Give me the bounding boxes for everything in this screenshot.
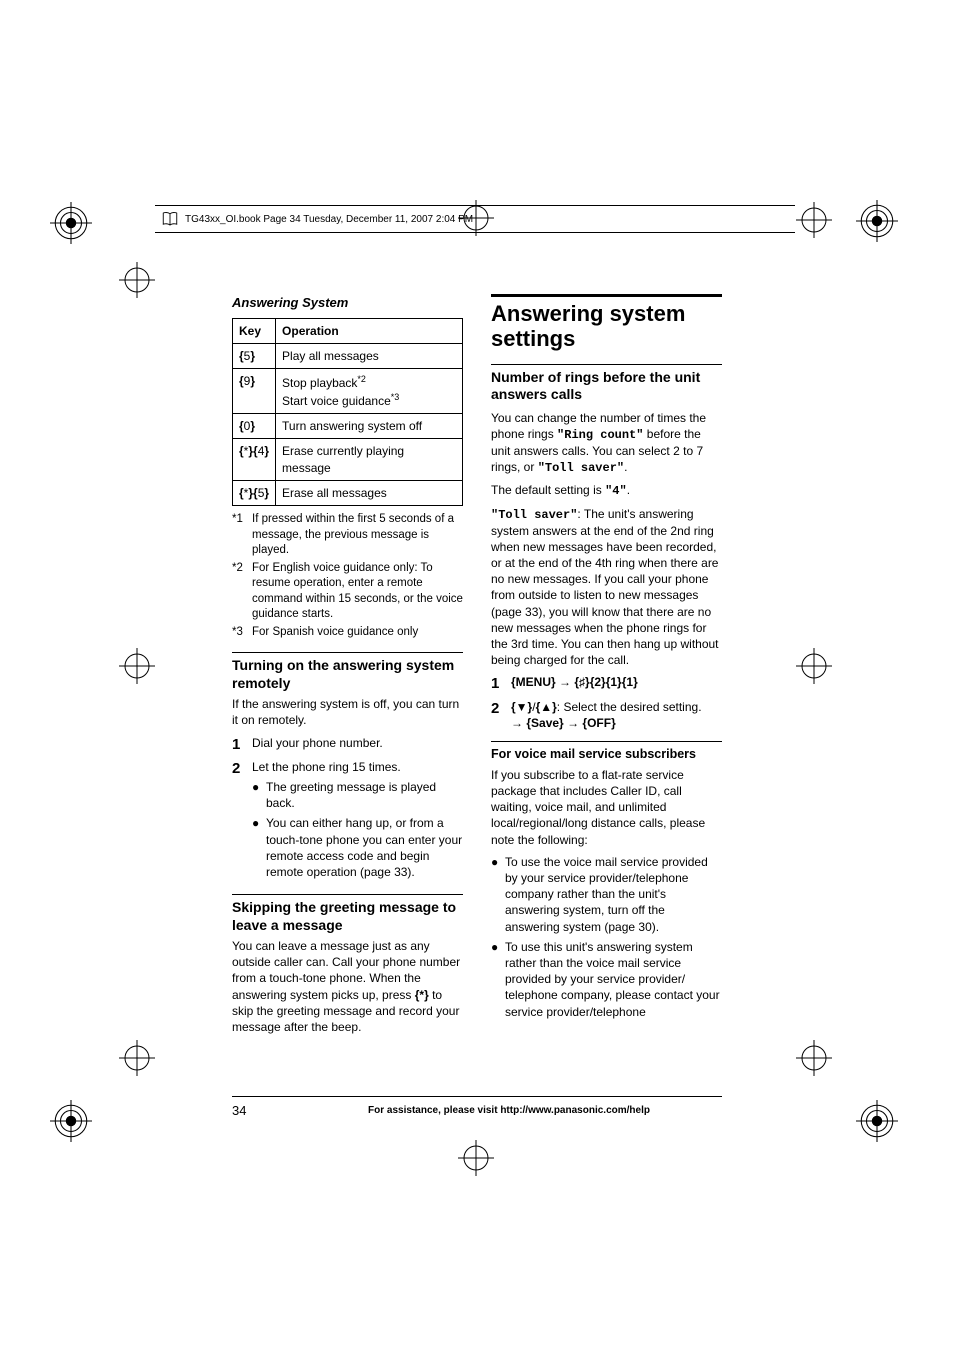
bullet-body: To use the voice mail service provided b…: [505, 854, 722, 935]
table-key-cell: {0}: [233, 414, 276, 439]
footnote-label: *1: [232, 512, 252, 559]
reg-mark-icon: [856, 200, 898, 242]
step-number: 1: [491, 674, 511, 694]
crosshair-icon: [796, 1040, 832, 1076]
bullet-icon: ●: [252, 779, 266, 811]
step-number: 1: [232, 735, 252, 755]
table-op-cell: Erase all messages: [276, 480, 463, 505]
bullet-body: The greeting message is played back.: [266, 779, 463, 811]
table-key-cell: {*}{5}: [233, 480, 276, 505]
num-rings-heading: Number of rings before the unit answers …: [491, 369, 722, 404]
bullet-icon: ●: [491, 939, 505, 1020]
bullet-body: You can either hang up, or from a touch-…: [266, 815, 463, 880]
page-header: TG43xx_OI.book Page 34 Tuesday, December…: [155, 205, 795, 245]
crosshair-icon: [458, 1140, 494, 1176]
page-number: 34: [232, 1103, 278, 1118]
crosshair-icon: [796, 202, 832, 238]
section-label: Answering System: [232, 294, 463, 312]
settings-title: Answering system settings: [491, 301, 722, 352]
table-op-cell: Turn answering system off: [276, 414, 463, 439]
skipping-heading: Skipping the greeting message to leave a…: [232, 899, 463, 934]
voicemail-label: For voice mail service subscribers: [491, 746, 722, 763]
voicemail-bullets: ●To use the voice mail service provided …: [491, 854, 722, 1020]
footnote-body: For Spanish voice guidance only: [252, 625, 463, 641]
table-op-cell: Play all messages: [276, 343, 463, 368]
step-number: 2: [491, 699, 511, 731]
step-body: {▼}/{▲}: Select the desired setting.→ {S…: [511, 699, 722, 731]
crosshair-icon: [119, 648, 155, 684]
num-rings-steps: 1{MENU} → {♯}{2}{1}{1}2{▼}/{▲}: Select t…: [491, 674, 722, 731]
footnote-body: If pressed within the first 5 seconds of…: [252, 512, 463, 559]
step-body: Let the phone ring 15 times.●The greetin…: [252, 759, 463, 884]
reg-mark-icon: [50, 1100, 92, 1142]
table-key-cell: {9}: [233, 368, 276, 413]
crosshair-icon: [796, 648, 832, 684]
footer-text: For assistance, please visit http://www.…: [296, 1105, 722, 1116]
table-header-key: Key: [233, 318, 276, 343]
bullet-icon: ●: [491, 854, 505, 935]
turning-on-steps: 1Dial your phone number.2Let the phone r…: [232, 735, 463, 885]
bullet-body: To use this unit's answering system rath…: [505, 939, 722, 1020]
footnotes: *1If pressed within the first 5 seconds …: [232, 512, 463, 640]
reg-mark-icon: [856, 1100, 898, 1142]
step-number: 2: [232, 759, 252, 884]
crosshair-icon: [119, 262, 155, 298]
key-operation-table: Key Operation {5}Play all messages{9}Sto…: [232, 318, 463, 507]
footnote-body: For English voice guidance only: To resu…: [252, 561, 463, 623]
table-key-cell: {*}{4}: [233, 439, 276, 480]
num-rings-p1: You can change the number of times the p…: [491, 410, 722, 477]
num-rings-p3: "Toll saver": The unit's answering syste…: [491, 506, 722, 669]
table-op-cell: Erase currently playing message: [276, 439, 463, 480]
crosshair-icon: [119, 1040, 155, 1076]
num-rings-p2: The default setting is "4".: [491, 482, 722, 499]
voicemail-intro: If you subscribe to a flat-rate service …: [491, 767, 722, 848]
step-body: {MENU} → {♯}{2}{1}{1}: [511, 674, 722, 694]
skipping-body: You can leave a message just as any outs…: [232, 938, 463, 1035]
page-footer: 34 For assistance, please visit http://w…: [232, 1096, 722, 1118]
table-header-operation: Operation: [276, 318, 463, 343]
page-header-text: TG43xx_OI.book Page 34 Tuesday, December…: [185, 214, 473, 225]
table-op-cell: Stop playback*2Start voice guidance*3: [276, 368, 463, 413]
footnote-label: *2: [232, 561, 252, 623]
footnote-label: *3: [232, 625, 252, 641]
turning-on-intro: If the answering system is off, you can …: [232, 696, 463, 728]
book-icon: [161, 210, 179, 228]
reg-mark-icon: [50, 202, 92, 244]
step-body: Dial your phone number.: [252, 735, 463, 755]
turning-on-heading: Turning on the answering system remotely: [232, 657, 463, 692]
table-key-cell: {5}: [233, 343, 276, 368]
bullet-icon: ●: [252, 815, 266, 880]
